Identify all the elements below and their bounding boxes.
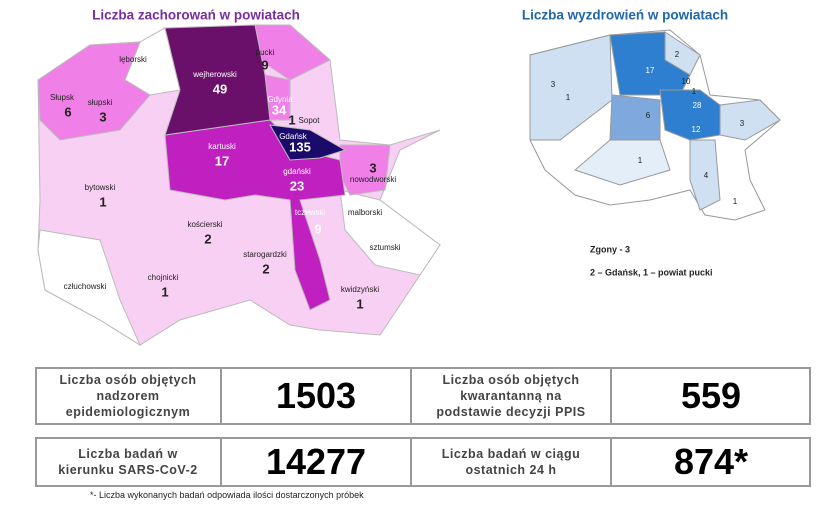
footnote: *- Liczba wykonanych badań odpowiada ilo… (90, 490, 364, 500)
region-name: człuchowski (64, 282, 107, 291)
region-name: malborski (348, 208, 382, 217)
region-value: 1 (356, 296, 363, 311)
region-value: 1 (288, 112, 295, 127)
region-name: tczewski (295, 208, 325, 217)
recovered-value: 1 (733, 197, 738, 206)
recovered-value: 3 (740, 119, 745, 128)
right-map-shapes (529, 29, 781, 221)
region-value: 34 (272, 102, 287, 117)
region-name: Gdynia (267, 95, 293, 104)
region-value: 1 (161, 284, 168, 299)
left-title: Liczba zachorowań w powiatach (92, 8, 300, 23)
region-name: słupski (88, 98, 113, 107)
deaths: Zgony - 3 (590, 244, 630, 254)
recovered-value: 1 (638, 156, 643, 165)
region-value: 9 (314, 221, 321, 236)
recovered-value: 3 (551, 80, 556, 89)
region-name: bytowski (85, 183, 116, 192)
stat-label: Liczba badań w ciągu ostatnich 24 h (410, 438, 610, 486)
stat-value: 14277 (220, 438, 410, 486)
region-value: 135 (289, 139, 311, 154)
recovered-value: 4 (704, 171, 709, 180)
region-value: 2 (262, 261, 269, 276)
region-name: kościerski (187, 220, 222, 229)
region-value: 23 (290, 178, 304, 193)
recovered-value: 1 (566, 93, 571, 102)
recovered-value: 2 (675, 50, 680, 59)
stat-label: Liczba osób objętych kwarantanną na pods… (410, 368, 610, 424)
region-value: 3 (99, 109, 106, 124)
region-name: chojnicki (148, 273, 179, 282)
recovered-value: 12 (692, 125, 701, 134)
recovered-value: 10 (682, 77, 691, 86)
region-value: 1 (99, 194, 106, 209)
region-name: wejherowski (192, 70, 237, 79)
stat-label: Liczba badań w kierunku SARS-CoV-2 (58, 447, 198, 477)
recovered-value: 17 (646, 66, 655, 75)
region-name: Słupsk (50, 93, 75, 102)
stat-label: Liczba osób objętych nadzorem epidemiolo… (59, 373, 197, 419)
region-name: kwidzyński (341, 285, 379, 294)
region-name: pucki (256, 48, 275, 57)
recovered-value: 1 (692, 87, 697, 96)
region-name: Gdańsk (279, 132, 308, 141)
region-name: gdański (283, 167, 311, 176)
region-value: 6 (64, 104, 71, 119)
region-value: 3 (369, 160, 376, 175)
maps: Liczba zachorowań w powiatach lęborski we… (37, 8, 781, 347)
stat-value: 874* (610, 438, 810, 486)
region-name: sztumski (369, 243, 400, 252)
region-value: 9 (261, 57, 268, 72)
stat-value: 1503 (220, 368, 410, 424)
region-value: 17 (215, 153, 229, 168)
region-name: nowodworski (350, 175, 396, 184)
left-map-shapes (37, 24, 441, 347)
region-value: 2 (204, 231, 211, 246)
right-title: Liczba wyzdrowień w powiatach (522, 8, 728, 23)
region-value: 49 (213, 81, 227, 96)
stat-value: 559 (610, 368, 810, 424)
stats-row-1 (35, 367, 811, 425)
region-name: starogardzki (243, 250, 287, 259)
left-map-labels: lęborskiwejherowski49pucki9słupski3Słups… (50, 48, 401, 311)
recovered-value: 28 (693, 101, 702, 110)
region-name: Sopot (299, 116, 321, 125)
deaths-detail: 2 – Gdańsk, 1 – powiat pucki (590, 267, 713, 277)
region-name: lęborski (119, 55, 147, 64)
stats-row-2 (35, 437, 811, 487)
region-name: kartuski (208, 142, 236, 151)
recovered-value: 6 (646, 111, 651, 120)
